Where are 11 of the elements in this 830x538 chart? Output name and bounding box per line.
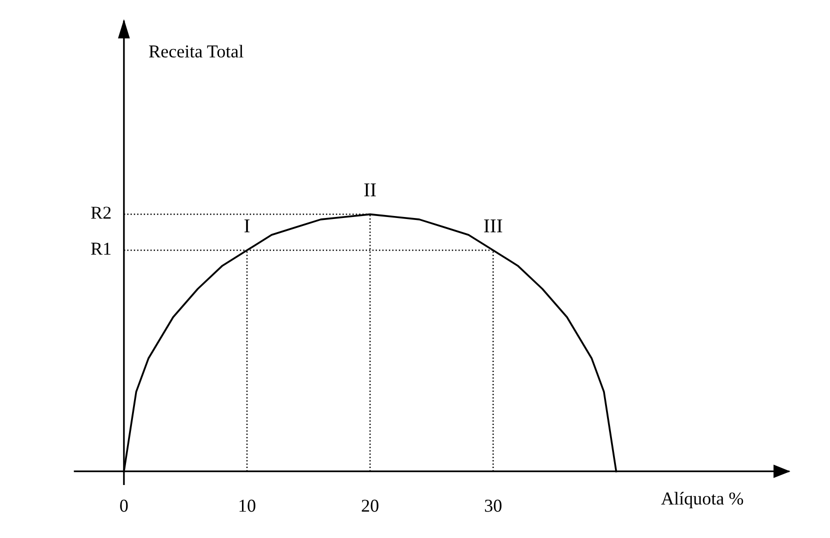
x-tick-label: 20 — [362, 500, 378, 512]
ref-line-label: R1 — [91, 242, 111, 255]
annotation: I — [244, 220, 250, 232]
text: Receita Total — [149, 44, 244, 58]
x-tick-label: 30 — [484, 500, 502, 512]
x-tick-label: 10 — [240, 500, 256, 512]
annotation: III — [484, 220, 502, 232]
ref-line-label: R2 — [91, 206, 111, 219]
annotation: II — [364, 184, 376, 196]
x-axis-title: Alíquota % — [661, 492, 744, 508]
x-tick-label: 0 — [120, 500, 128, 512]
